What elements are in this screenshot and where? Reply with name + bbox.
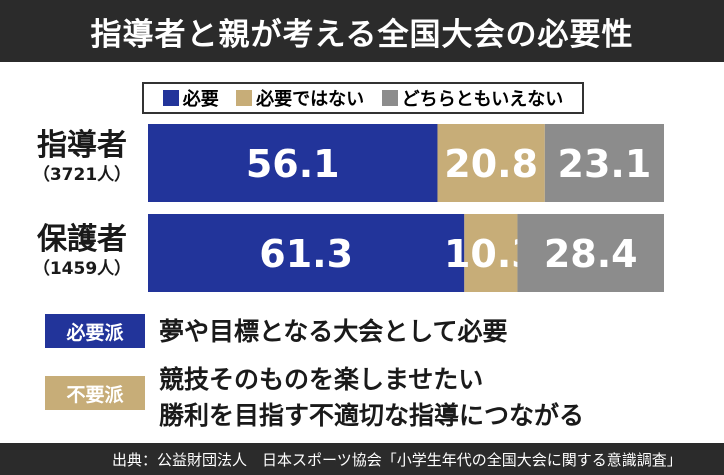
row-label-parent: 保護者 （1459人） [22,222,142,280]
note-text-not-necessary: 競技そのものを楽しませたい 勝利を目指す不適切な指導につながる [159,362,584,434]
bar-coach-not-necessary [437,124,545,202]
row-label-parent-main: 保護者 [37,222,127,257]
data-label-coach-not-necessary: 20.8 [444,142,538,186]
note-tag-not-necessary: 不要派 [45,376,145,410]
legend-label-not-necessary: 必要ではない [256,89,365,110]
row-label-parent-count: （1459人） [32,259,132,279]
source-band: 出典：公益財団法人 日本スポーツ協会「小学生年代の全国大会に関する意識調査」 [0,443,724,475]
source-text: 出典：公益財団法人 日本スポーツ協会「小学生年代の全国大会に関する意識調査」 [112,450,682,469]
legend-item-neither: どちらともいえない [381,85,564,111]
data-label-coach-neither: 23.1 [558,142,652,186]
note-line: 勝利を目指す不適切な指導につながる [159,401,585,430]
stacked-bar-chart: 56.1 20.8 23.161.3 10.3 28.4 [148,124,664,292]
chart-title: 指導者と親が考える全国大会の必要性 [90,16,634,53]
legend-item-necessary: 必要 [162,85,219,111]
note-line: 競技そのものを楽しませたい [159,365,484,394]
chart-title-band: 指導者と親が考える全国大会の必要性 [0,0,724,62]
note-row-not-necessary: 不要派 競技そのものを楽しませたい 勝利を目指す不適切な指導につながる [45,362,584,434]
row-label-coach-count: （3721人） [32,165,132,185]
note-tag-necessary: 必要派 [45,314,145,348]
legend-label-neither: どちらともいえない [401,89,564,110]
legend: 必要 必要ではない どちらともいえない [142,82,584,114]
bar-coach-neither [544,124,664,202]
note-text-necessary: 夢や目標となる大会として必要 [159,314,508,350]
bar-parent-not-necessary [464,214,518,292]
note-row-necessary: 必要派 夢や目標となる大会として必要 [45,314,508,350]
note-line: 夢や目標となる大会として必要 [159,317,508,346]
legend-label-necessary: 必要 [182,89,219,110]
data-label-parent-neither: 28.4 [544,232,638,276]
bar-parent-necessary [148,214,465,292]
row-label-coach: 指導者 （3721人） [22,128,142,186]
legend-swatch-neither [381,90,398,106]
legend-swatch-not-necessary [236,90,253,106]
legend-swatch-necessary [162,90,179,106]
data-label-coach-necessary: 56.1 [246,142,340,186]
legend-item-not-necessary: 必要ではない [236,85,364,111]
row-label-coach-main: 指導者 [37,128,127,163]
bar-parent-neither [517,214,664,292]
data-label-parent-necessary: 61.3 [259,232,353,276]
bar-coach-necessary [148,124,438,202]
